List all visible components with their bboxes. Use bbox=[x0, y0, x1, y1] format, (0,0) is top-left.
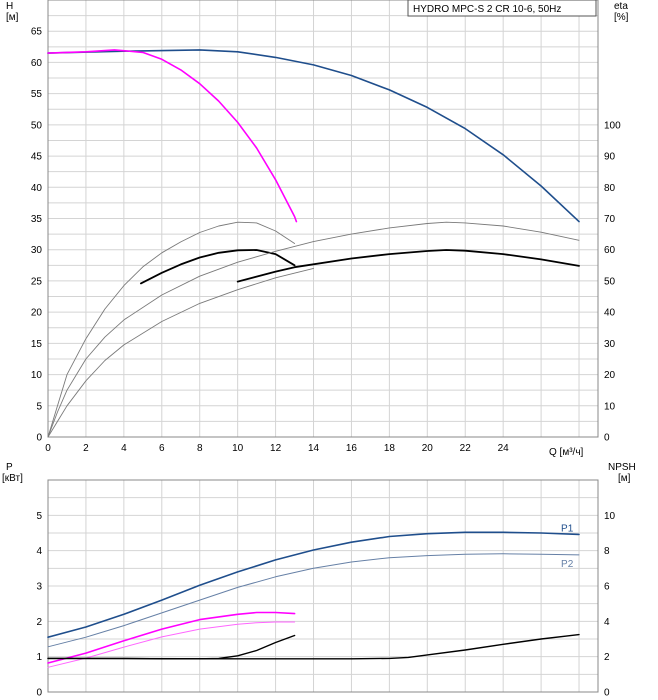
bottom-series-line bbox=[47, 531, 580, 639]
top-y2tick-label: 60 bbox=[604, 245, 616, 256]
top-series-line bbox=[47, 221, 296, 438]
top-y2tick-label: 20 bbox=[604, 370, 616, 381]
top-ytick-label: 0 bbox=[36, 433, 42, 444]
bottom-y-label: P bbox=[6, 462, 13, 473]
bottom-series-line bbox=[47, 633, 580, 660]
bottom-y2tick-label: 10 bbox=[604, 511, 616, 522]
bottom-y2-label: NPSH bbox=[608, 462, 636, 473]
top-y2tick-label: 10 bbox=[604, 401, 616, 412]
bottom-y2tick-label: 8 bbox=[604, 546, 610, 557]
top-xtick-label: 22 bbox=[460, 443, 472, 454]
bottom-ytick-label: 1 bbox=[36, 652, 42, 663]
bottom-grid bbox=[48, 480, 598, 692]
top-series-line bbox=[47, 49, 298, 223]
top-xtick-label: 14 bbox=[308, 443, 320, 454]
bottom-ytick-label: 0 bbox=[36, 688, 42, 699]
top-xtick-label: 8 bbox=[197, 443, 203, 454]
top-y2tick-label: 90 bbox=[604, 152, 616, 163]
top-y2tick-label: 30 bbox=[604, 339, 616, 350]
top-ytick-label: 25 bbox=[31, 276, 43, 287]
legend-box: HYDRO MPC-S 2 CR 10-6, 50Hz bbox=[407, 0, 597, 17]
bottom-ytick-label: 3 bbox=[36, 582, 42, 593]
top-grid bbox=[48, 0, 598, 437]
top-y-unit: [м] bbox=[6, 12, 19, 23]
top-y-label: H bbox=[6, 1, 13, 12]
bottom-series-labels: P1 P2 bbox=[561, 523, 574, 569]
top-ytick-label: 60 bbox=[31, 58, 43, 69]
bottom-series-line bbox=[47, 553, 580, 648]
bottom-y2tick-label: 0 bbox=[604, 688, 610, 699]
top-xtick-label: 18 bbox=[384, 443, 396, 454]
top-xtick-label: 12 bbox=[270, 443, 282, 454]
top-ytick-label: 55 bbox=[31, 89, 43, 100]
top-ytick-label: 45 bbox=[31, 152, 43, 163]
top-x-label: Q [м³/ч] bbox=[549, 447, 584, 458]
bottom-series-group bbox=[47, 531, 580, 668]
bottom-y-unit: [кВт] bbox=[2, 473, 23, 484]
legend-frame bbox=[407, 0, 597, 17]
top-y2tick-label: 100 bbox=[604, 120, 621, 131]
top-ytick-label: 35 bbox=[31, 214, 43, 225]
top-xtick-label: 10 bbox=[232, 443, 244, 454]
top-xtick-label: 20 bbox=[422, 443, 434, 454]
top-y2tick-label: 50 bbox=[604, 276, 616, 287]
top-series-line bbox=[47, 267, 314, 438]
top-xtick-label: 24 bbox=[498, 443, 510, 454]
top-series-line bbox=[47, 49, 580, 223]
top-xtick-label: 4 bbox=[121, 443, 127, 454]
bottom-ytick-label: 2 bbox=[36, 617, 42, 628]
bottom-ytick-label: 4 bbox=[36, 546, 42, 557]
top-ytick-label: 20 bbox=[31, 308, 43, 319]
bottom-plot-frame bbox=[47, 479, 599, 693]
legend-title: HYDRO MPC-S 2 CR 10-6, 50Hz bbox=[413, 4, 561, 15]
bottom-series-line bbox=[47, 621, 296, 668]
top-y2tick-label: 80 bbox=[604, 183, 616, 194]
bottom-y2tick-label: 2 bbox=[604, 652, 610, 663]
bottom-y2-unit: [м] bbox=[618, 473, 631, 484]
top-ytick-label: 65 bbox=[31, 27, 43, 38]
top-ytick-label: 40 bbox=[31, 183, 43, 194]
top-xtick-label: 2 bbox=[83, 443, 89, 454]
top-xtick-label: 6 bbox=[159, 443, 165, 454]
top-ytick-label: 15 bbox=[31, 339, 43, 350]
top-series-group bbox=[47, 49, 580, 438]
series-label-p2: P2 bbox=[561, 559, 574, 570]
bottom-tick-labels: 0 1 2 3 4 5 0 2 4 6 8 10 bbox=[36, 511, 615, 699]
top-plot-frame bbox=[47, 0, 599, 438]
top-xtick-label: 0 bbox=[45, 443, 51, 454]
top-tick-labels: 0510152025303540455055606501020304050607… bbox=[31, 27, 621, 454]
top-series-line bbox=[236, 249, 580, 283]
top-ytick-label: 30 bbox=[31, 245, 43, 256]
top-y2tick-label: 0 bbox=[604, 433, 610, 444]
top-series-line bbox=[47, 221, 580, 438]
bottom-ytick-label: 5 bbox=[36, 511, 42, 522]
bottom-y2tick-label: 6 bbox=[604, 582, 610, 593]
bottom-series-line bbox=[47, 611, 296, 664]
top-y2tick-label: 40 bbox=[604, 308, 616, 319]
top-ytick-label: 10 bbox=[31, 370, 43, 381]
top-y2tick-label: 70 bbox=[604, 214, 616, 225]
top-y2-label: eta bbox=[614, 1, 628, 12]
series-label-p1: P1 bbox=[561, 523, 574, 534]
top-y2-unit: [%] bbox=[614, 12, 629, 23]
top-xtick-label: 16 bbox=[346, 443, 358, 454]
bottom-y2tick-label: 4 bbox=[604, 617, 610, 628]
top-ytick-label: 5 bbox=[36, 401, 42, 412]
top-ytick-label: 50 bbox=[31, 120, 43, 131]
